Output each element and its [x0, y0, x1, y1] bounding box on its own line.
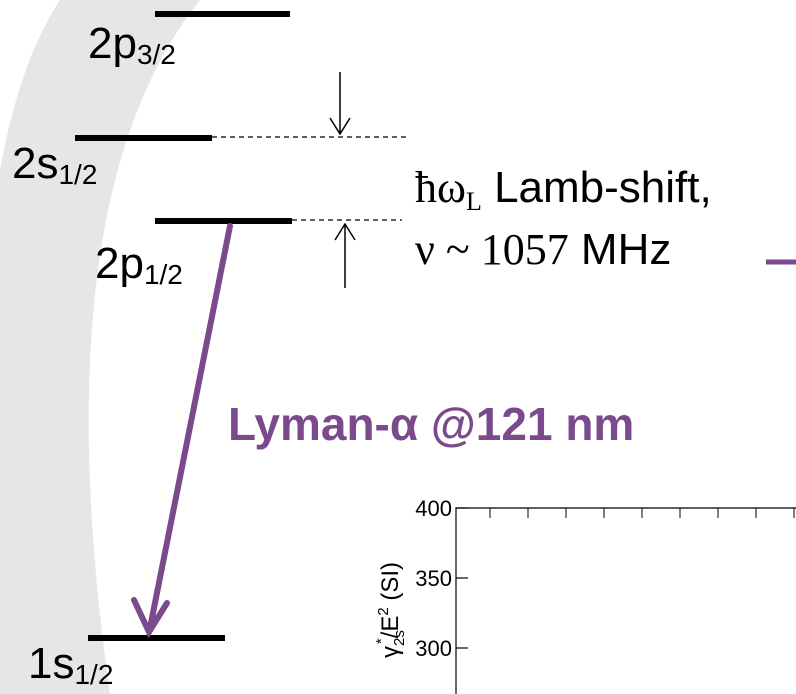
up-arrow: [334, 222, 356, 288]
y-tick-label: 350: [415, 566, 452, 591]
inset-chart: γ2s*/E2 (SI) 400 350 300: [373, 496, 796, 694]
arrow-head: [131, 597, 170, 639]
transition-label: Lyman-α @121 nm: [228, 398, 634, 450]
level-label: 2p1/2: [95, 239, 183, 290]
axis-frame: [455, 507, 796, 694]
lamb-frequency: ν ~ 1057 MHz: [415, 225, 671, 274]
dashed-lines: [212, 136, 406, 221]
y-tick-label: 400: [415, 496, 452, 521]
level-lines: [75, 11, 292, 641]
y-tick-label: 300: [415, 636, 452, 661]
shift-arrows: [329, 72, 356, 288]
down-arrow: [329, 72, 351, 136]
lamb-shift-label: ħωL Lamb-shift,: [415, 163, 712, 216]
y-axis-label: γ2s*/E2 (SI): [373, 562, 408, 658]
lyman-arrow: [131, 223, 233, 639]
level-label: 2p3/2: [88, 19, 176, 70]
level-label: 2s1/2: [12, 139, 97, 190]
arrow-shaft: [147, 223, 233, 631]
frame-ticks: [489, 508, 795, 518]
background-band: [0, 0, 200, 694]
level-label: 1s1/2: [28, 639, 113, 690]
